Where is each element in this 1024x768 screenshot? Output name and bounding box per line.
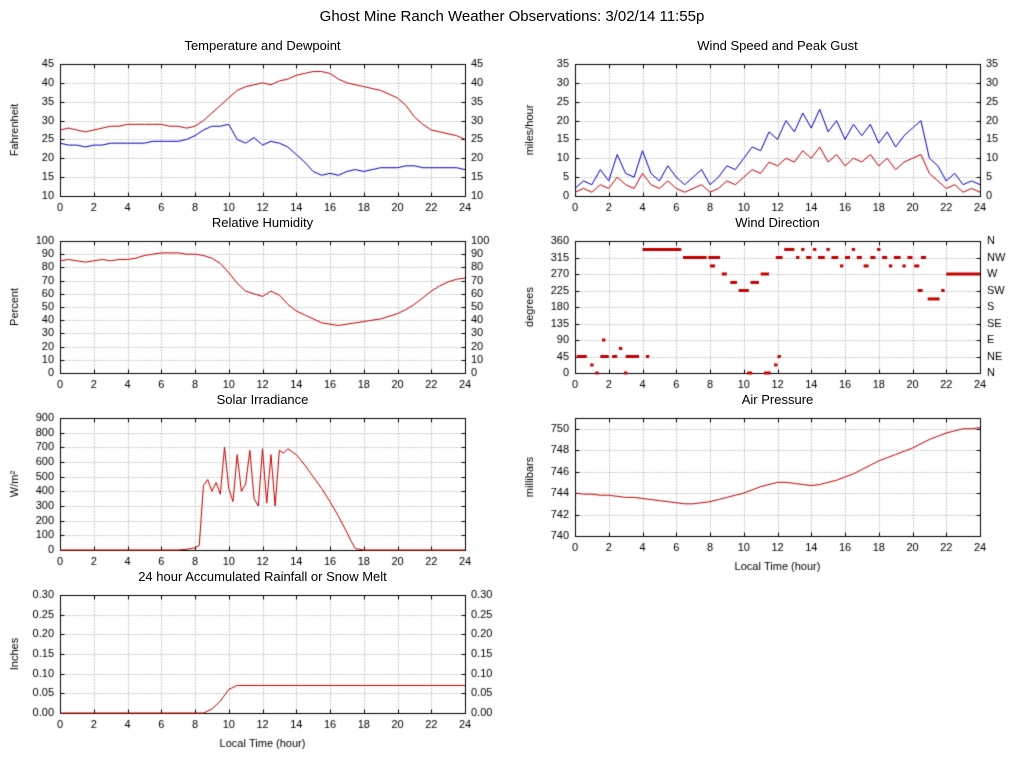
chart-panel-rainfall: 24 hour Accumulated Rainfall or Snow Mel… (2, 567, 507, 759)
chart-panel-wind-speed-gust: Wind Speed and Peak Gust (517, 36, 1022, 228)
chart-title-air-pressure: Air Pressure (741, 392, 814, 407)
chart-canvas-relative-humidity (2, 233, 507, 403)
chart-title-temperature-dewpoint: Temperature and Dewpoint (184, 38, 341, 53)
chart-canvas-air-pressure (517, 410, 1022, 580)
chart-panel-wind-direction: Wind Direction (517, 213, 1022, 405)
chart-canvas-solar-irradiance (2, 410, 507, 580)
chart-title-rainfall: 24 hour Accumulated Rainfall or Snow Mel… (138, 569, 387, 584)
chart-canvas-wind-direction (517, 233, 1022, 403)
chart-panel-relative-humidity: Relative Humidity (2, 213, 507, 405)
chart-title-relative-humidity: Relative Humidity (211, 215, 314, 230)
chart-title-solar-irradiance: Solar Irradiance (216, 392, 309, 407)
chart-panel-air-pressure: Air Pressure (517, 390, 1022, 582)
chart-canvas-rainfall (2, 587, 507, 757)
chart-panel-temperature-dewpoint: Temperature and Dewpoint (2, 36, 507, 228)
chart-canvas-temperature-dewpoint (2, 56, 507, 226)
chart-title-wind-speed-gust: Wind Speed and Peak Gust (697, 38, 858, 53)
chart-canvas-wind-speed-gust (517, 56, 1022, 226)
chart-panel-solar-irradiance: Solar Irradiance (2, 390, 507, 582)
page-title: Ghost Mine Ranch Weather Observations: 3… (319, 8, 705, 25)
chart-title-wind-direction: Wind Direction (735, 215, 820, 230)
